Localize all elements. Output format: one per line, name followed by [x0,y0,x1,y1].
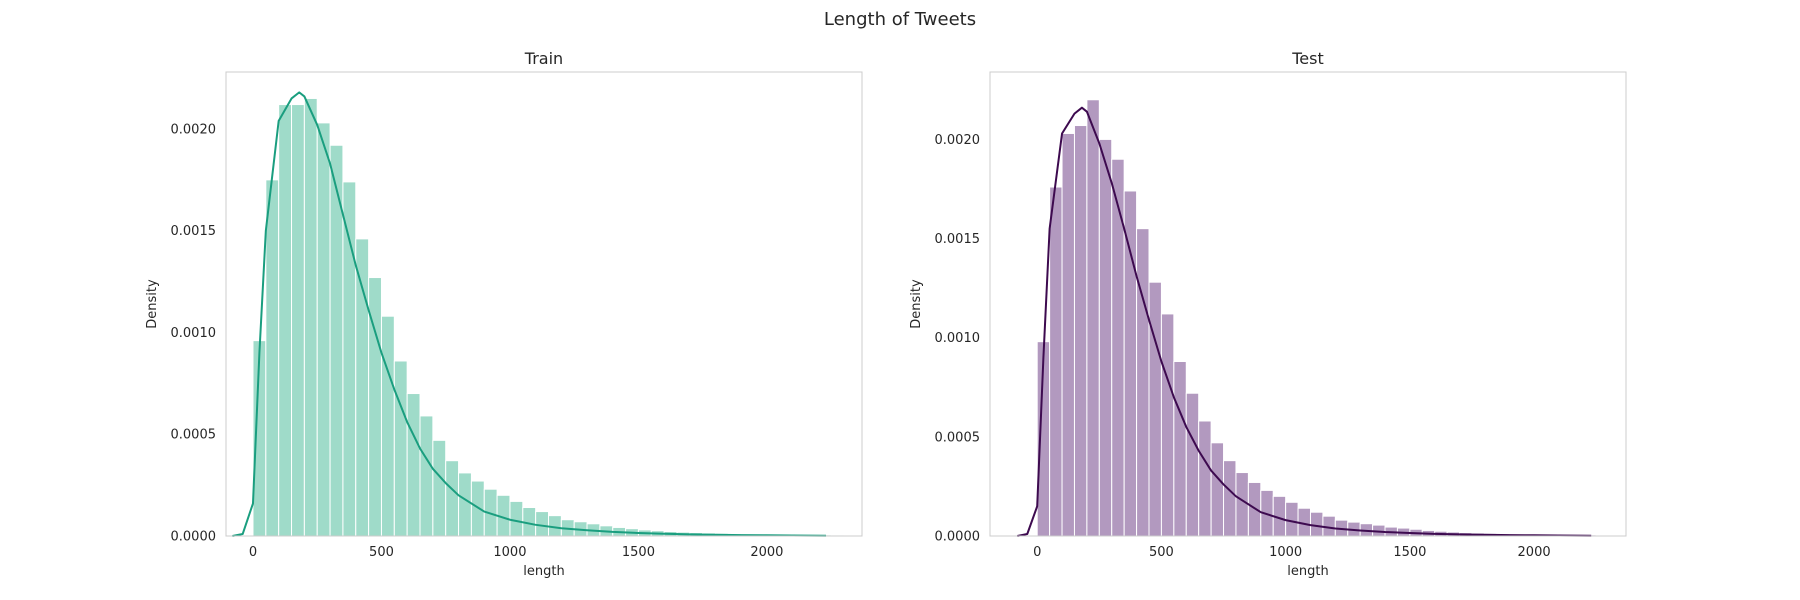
train-xtick-label: 0 [249,545,257,560]
test-bar [1098,138,1113,537]
train-xlabel: length [523,564,564,579]
test-bar [1086,99,1100,537]
test-ytick-label: 0.0020 [935,133,981,148]
test-bar [1173,361,1187,537]
test-xtick-label: 0 [1033,545,1041,560]
test-bar [1111,158,1125,537]
test-bar [1285,501,1299,537]
train-bar [419,415,434,537]
test-bar [1198,420,1212,537]
test-bar [1185,392,1200,537]
test-title: Test [1291,49,1324,68]
test-bar [1148,281,1162,537]
test-kde-line [1017,106,1592,537]
train-ytick-label: 0.0020 [171,122,217,137]
train-ytick-label: 0.0015 [171,224,217,239]
train-bar [432,439,447,537]
train-axes-frame [225,71,863,537]
test-bar [1123,190,1138,537]
test-bar [1136,228,1150,537]
train-bar [393,360,408,537]
train-xtick-label: 1500 [622,545,655,560]
train-ytick-label: 0.0010 [171,326,217,341]
train-bar [291,104,305,537]
train-kde-line [232,91,827,537]
test-bar [1049,186,1063,537]
train-bar [355,238,370,537]
test-ytick-label: 0.0015 [935,232,981,247]
train-bar [380,315,395,537]
train-panel: 0 500 1000 1500 2000 0.0000 0.0005 0.0010 0.0015… [145,49,863,579]
train-bar [316,122,331,537]
test-xtick-label: 1500 [1393,545,1426,560]
test-ytick-label: 0.0005 [935,430,981,445]
test-bars [1036,99,1610,537]
test-xtick-label: 500 [1149,545,1174,560]
test-bar [1210,442,1225,537]
train-bar [265,179,280,537]
test-axes-frame [989,71,1627,537]
test-bar [1223,460,1237,537]
train-ytick-label: 0.0005 [171,428,217,443]
train-bar [342,181,357,537]
test-bar [1061,132,1075,537]
figure-title: Length of Tweets [823,9,977,30]
train-bars [252,97,845,537]
test-xlabel: length [1287,564,1328,579]
test-bar [1160,313,1175,537]
train-bar [303,97,318,537]
test-xtick-label: 2000 [1518,545,1551,560]
test-ytick-label: 0.0010 [935,331,981,346]
train-title: Train [524,49,563,68]
train-bar [406,393,421,537]
test-panel: 0 500 1000 1500 2000 0.0000 0.0005 0.0010 0.0015… [909,49,1627,579]
test-ylabel: Density [909,279,924,329]
test-bar [1235,472,1249,537]
train-bar [278,104,293,537]
train-bar [445,460,460,537]
train-bar [535,511,549,537]
test-bar [1309,511,1324,537]
train-xtick-label: 2000 [750,545,783,560]
train-xtick-label: 500 [369,545,394,560]
train-ylabel: Density [145,279,160,329]
test-xtick-label: 1000 [1269,545,1302,560]
test-bar [1073,125,1088,537]
train-ytick-label: 0.0000 [171,530,217,545]
train-bar [509,500,524,537]
train-xtick-label: 1000 [493,545,526,560]
test-ytick-label: 0.0000 [935,530,981,545]
train-bar [458,472,472,537]
